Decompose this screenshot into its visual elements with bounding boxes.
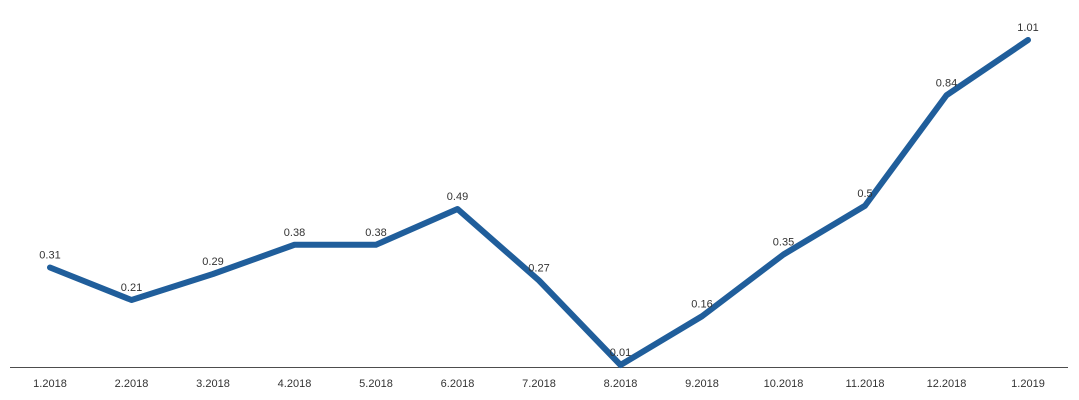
data-label: 0.16 xyxy=(691,298,712,310)
data-label: 0.35 xyxy=(773,237,794,249)
x-axis-label: 7.2018 xyxy=(522,378,556,390)
x-axis-label: 11.2018 xyxy=(846,378,885,390)
x-axis-label: 12.2018 xyxy=(927,378,967,390)
x-axis-label: 8.2018 xyxy=(604,378,638,390)
data-label: 0.5 xyxy=(857,188,872,200)
x-axis-label: 6.2018 xyxy=(441,378,475,390)
x-axis-label: 1.2018 xyxy=(33,378,67,390)
x-axis-label: 2.2018 xyxy=(115,378,149,390)
data-label: 0.21 xyxy=(121,282,142,294)
data-label: 0.84 xyxy=(936,77,957,89)
x-axis-label: 10.2018 xyxy=(764,378,804,390)
data-label: 1.01 xyxy=(1017,22,1038,34)
x-axis-label: 4.2018 xyxy=(278,378,312,390)
data-label: 0.38 xyxy=(284,227,305,239)
data-label: 0.01 xyxy=(610,347,631,359)
data-label: 0.29 xyxy=(202,256,223,268)
x-axis-label: 1.2019 xyxy=(1011,378,1045,390)
series-line xyxy=(47,37,1031,368)
x-axis-label: 9.2018 xyxy=(685,378,719,390)
x-axis-label: 3.2018 xyxy=(196,378,230,390)
x-axis-label: 5.2018 xyxy=(359,378,393,390)
data-label: 0.38 xyxy=(365,227,386,239)
data-label: 0.31 xyxy=(39,250,60,262)
data-label: 0.27 xyxy=(528,263,549,275)
data-label: 0.49 xyxy=(447,191,468,203)
